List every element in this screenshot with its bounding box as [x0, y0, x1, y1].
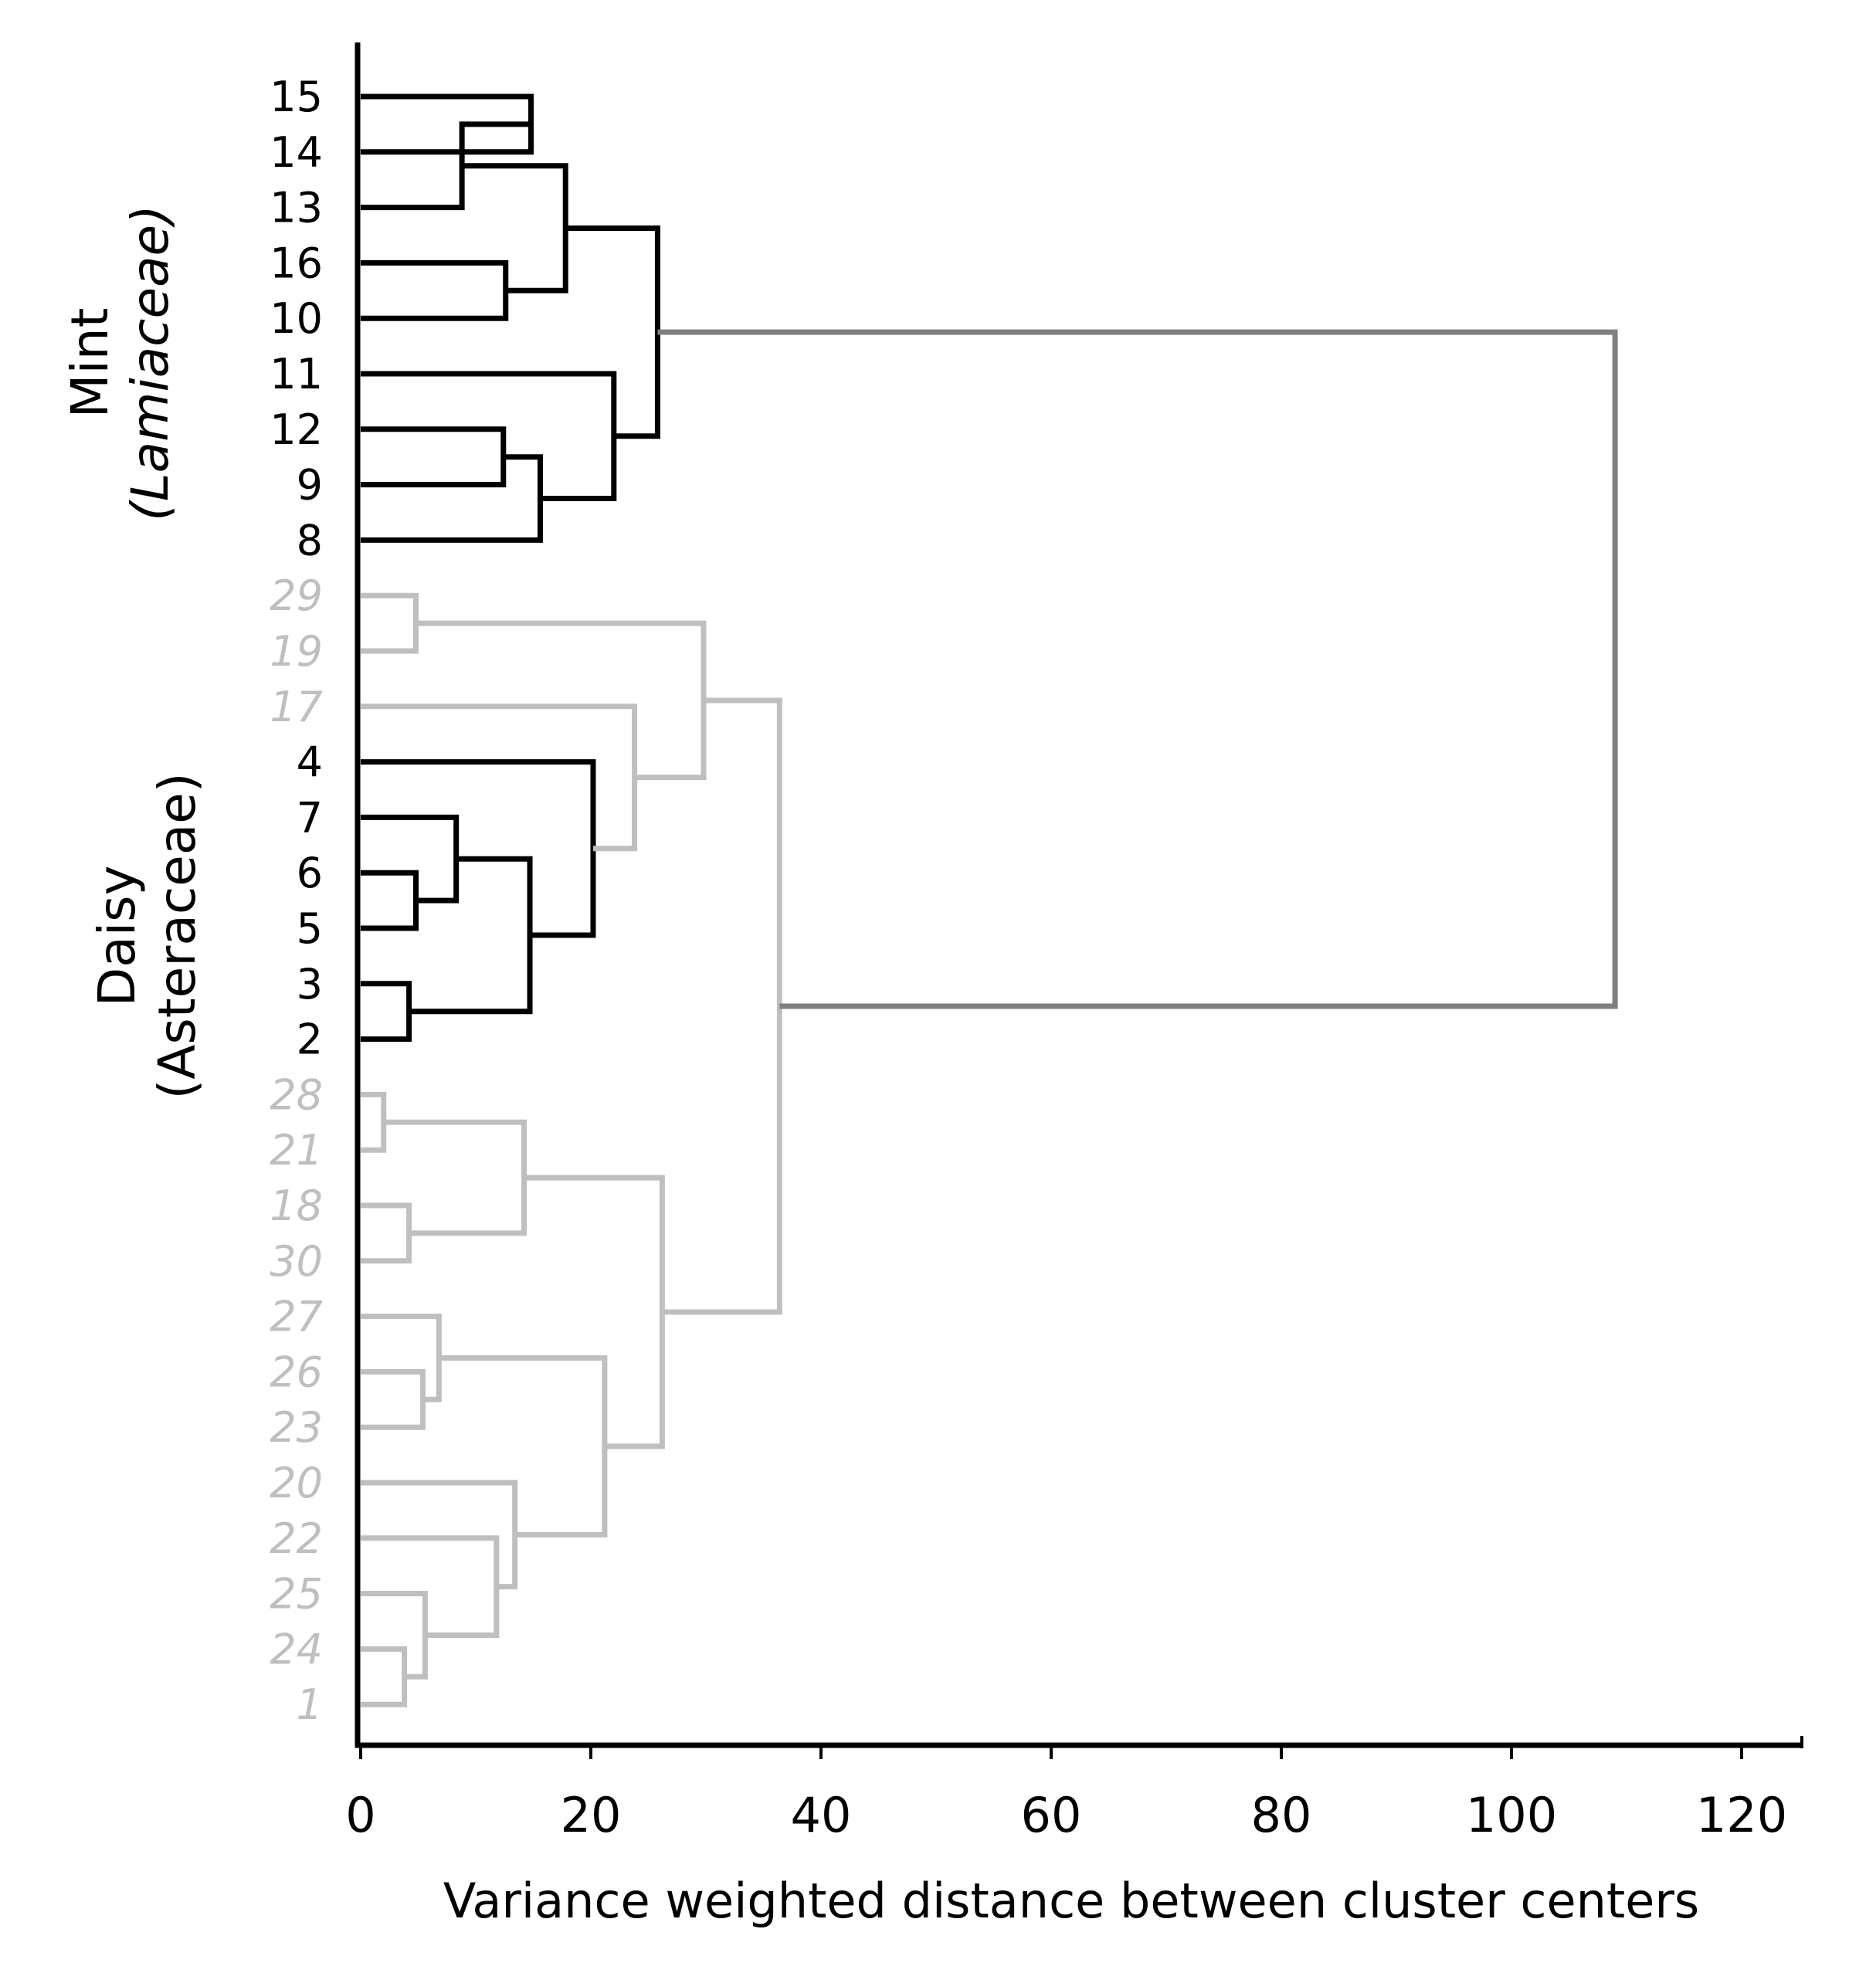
leaf-label-27: 27: [270, 1293, 323, 1341]
leaf-label-10: 10: [270, 294, 323, 343]
leaf-label-17: 17: [270, 683, 323, 731]
group-label-daisy: Daisy (Asteraceae): [87, 772, 207, 1099]
leaf-label-20: 20: [270, 1459, 323, 1507]
group-label-mint-name: Mint: [60, 308, 120, 419]
leaf-label-1: 1: [297, 1680, 323, 1729]
group-label-mint: Mint (Lamiaceae): [60, 205, 180, 521]
group-label-daisy-name: Daisy: [87, 865, 147, 1006]
leaf-label-22: 22: [270, 1514, 323, 1563]
link-D: [462, 163, 568, 293]
leaf-label-11: 11: [270, 350, 323, 398]
link-H: [361, 592, 419, 654]
link-C: [361, 259, 509, 321]
link-V: [361, 1591, 428, 1680]
leaf-label-16: 16: [270, 239, 323, 287]
x-tick-label-20: 20: [561, 1787, 622, 1843]
leaf-label-23: 23: [270, 1403, 323, 1452]
link-Y: [439, 1354, 608, 1538]
leaf-label-21: 21: [270, 1126, 323, 1175]
link-O: [416, 620, 707, 781]
leaf-label-13: 13: [270, 184, 323, 232]
leaf-label-8: 8: [297, 516, 323, 565]
leaf-label-15: 15: [270, 73, 323, 121]
leaf-label-19: 19: [270, 627, 323, 676]
x-axis-title: Variance weighted distance between clust…: [443, 1873, 1699, 1929]
link-R: [383, 1119, 528, 1236]
leaf-label-7: 7: [297, 793, 323, 842]
link-Q: [361, 1202, 412, 1264]
x-tick-label-80: 80: [1251, 1787, 1312, 1843]
x-tick-label-60: 60: [1021, 1787, 1082, 1843]
link-F: [361, 454, 543, 543]
x-tick-label-0: 0: [345, 1787, 375, 1843]
x-tick-label-100: 100: [1466, 1787, 1557, 1843]
link-P: [361, 1091, 387, 1153]
link-ROOT: [657, 329, 1618, 1009]
leaf-label-26: 26: [270, 1348, 323, 1396]
link-L: [409, 856, 533, 1015]
link-K: [361, 981, 412, 1043]
leaf-label-18: 18: [270, 1182, 323, 1230]
link-G: [361, 371, 617, 502]
link-I: [361, 870, 419, 931]
leaf-label-5: 5: [297, 904, 323, 953]
link-U: [361, 1646, 408, 1707]
link-S: [361, 1368, 426, 1430]
leaf-label-12: 12: [270, 405, 323, 454]
x-tick-label-40: 40: [791, 1787, 852, 1843]
axes: [355, 42, 1803, 1748]
leaf-label-30: 30: [270, 1237, 323, 1286]
link-DAISY: [662, 697, 782, 1315]
link-W: [361, 1535, 500, 1638]
leaf-labels: 15 14 13 16 10 11 12 9 8 29 19 17 4 7 6 5 3 2 28 21 18 30 27 26…: [270, 73, 323, 1729]
link-M: [361, 759, 596, 938]
leaf-label-28: 28: [270, 1070, 323, 1119]
leaf-label-14: 14: [270, 128, 323, 177]
leaf-label-3: 3: [297, 960, 323, 1009]
dendrogram-links: [361, 93, 1618, 1707]
leaf-label-24: 24: [270, 1625, 323, 1673]
x-axis-ticks: 0 20 40 60 80 100 120: [345, 1736, 1803, 1843]
leaf-label-9: 9: [297, 461, 323, 510]
leaf-label-29: 29: [270, 571, 323, 620]
leaf-label-6: 6: [297, 849, 323, 897]
link-T: [361, 1314, 442, 1402]
leaf-label-25: 25: [270, 1570, 323, 1619]
group-label-mint-family: (Lamiaceae): [120, 205, 180, 521]
leaf-label-2: 2: [297, 1015, 323, 1064]
x-tick-label-120: 120: [1696, 1787, 1787, 1843]
link-J: [361, 814, 460, 904]
link-E: [361, 426, 507, 488]
group-label-daisy-family: (Asteraceae): [148, 772, 207, 1099]
leaf-label-4: 4: [297, 738, 323, 787]
link-Z: [524, 1175, 665, 1449]
link-X: [361, 1480, 518, 1590]
